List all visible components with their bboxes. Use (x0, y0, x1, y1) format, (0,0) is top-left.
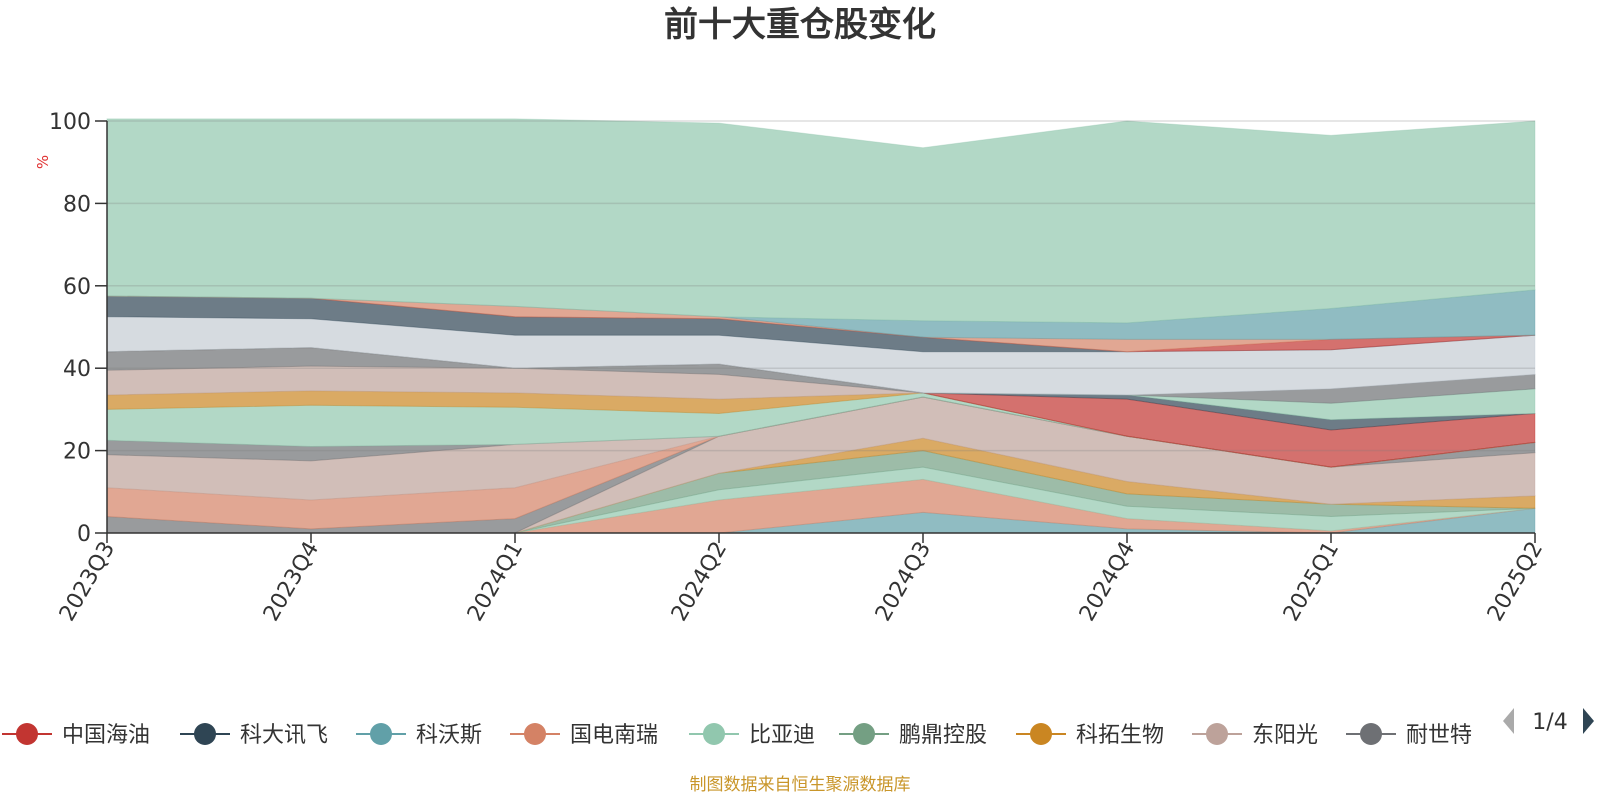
legend-item-0[interactable]: 中国海油 (2, 723, 150, 748)
legend-item-7[interactable]: 东阳光 (1192, 723, 1318, 748)
x-tick-label-3: 2024Q2 (667, 538, 732, 626)
legend-label-8: 耐世特 (1406, 723, 1472, 748)
legend-item-5[interactable]: 鹏鼎控股 (839, 723, 987, 748)
legend-label-7: 东阳光 (1252, 723, 1318, 748)
x-tick-label-5: 2024Q4 (1075, 538, 1140, 626)
legend-label-1: 科大讯飞 (240, 723, 328, 748)
legend-next-page-icon[interactable] (1583, 708, 1594, 734)
x-tick-label-2: 2024Q1 (463, 538, 528, 626)
y-tick-label-0: 0 (77, 522, 91, 547)
legend-marker-7 (1206, 723, 1228, 745)
y-tick-label-4: 80 (63, 192, 91, 217)
x-tick-label-4: 2024Q3 (871, 538, 936, 626)
legend-label-6: 科拓生物 (1076, 723, 1164, 748)
y-axis-unit: % (34, 155, 52, 169)
legend-item-8[interactable]: 耐世特 (1346, 723, 1472, 748)
x-tick-label-7: 2025Q2 (1483, 538, 1548, 626)
legend-label-2: 科沃斯 (416, 723, 482, 748)
legend: 中国海油 科大讯飞 科沃斯 国电南瑞 比亚迪 鹏鼎控股 科拓生物 东阳光 耐世特 (2, 723, 1472, 748)
legend-label-4: 比亚迪 (749, 723, 815, 748)
legend-marker-5 (853, 723, 875, 745)
y-tick-label-3: 60 (63, 275, 91, 300)
x-tick-label-0: 2023Q3 (55, 538, 120, 626)
chart-title: 前十大重仓股变化 (664, 5, 936, 45)
x-tick-label-1: 2023Q4 (259, 538, 324, 626)
legend-pager: 1/4 (1503, 708, 1594, 735)
grid-lines (107, 120, 1535, 452)
source-note: 制图数据来自恒生聚源数据库 (690, 775, 911, 795)
legend-page-indicator: 1/4 (1532, 710, 1567, 735)
y-tick-label-5: 100 (49, 110, 91, 135)
legend-marker-4 (703, 723, 725, 745)
y-tick-label-2: 40 (63, 357, 91, 382)
legend-prev-page-icon[interactable] (1503, 708, 1514, 734)
series-area-25 (106, 118, 1536, 324)
legend-marker-8 (1360, 723, 1382, 745)
legend-label-3: 国电南瑞 (570, 723, 658, 748)
legend-marker-6 (1030, 723, 1052, 745)
x-tick-label-6: 2025Q1 (1279, 538, 1344, 626)
legend-item-3[interactable]: 国电南瑞 (510, 723, 658, 748)
legend-marker-0 (16, 723, 38, 745)
legend-marker-1 (194, 723, 216, 745)
series-areas (106, 118, 1536, 534)
legend-marker-3 (524, 723, 546, 745)
legend-item-1[interactable]: 科大讯飞 (180, 723, 328, 748)
legend-label-5: 鹏鼎控股 (899, 723, 987, 748)
legend-label-0: 中国海油 (62, 723, 150, 748)
legend-item-2[interactable]: 科沃斯 (356, 723, 482, 748)
y-tick-label-1: 20 (63, 440, 91, 465)
legend-item-6[interactable]: 科拓生物 (1016, 723, 1164, 748)
legend-marker-2 (370, 723, 392, 745)
legend-item-4[interactable]: 比亚迪 (689, 723, 815, 748)
